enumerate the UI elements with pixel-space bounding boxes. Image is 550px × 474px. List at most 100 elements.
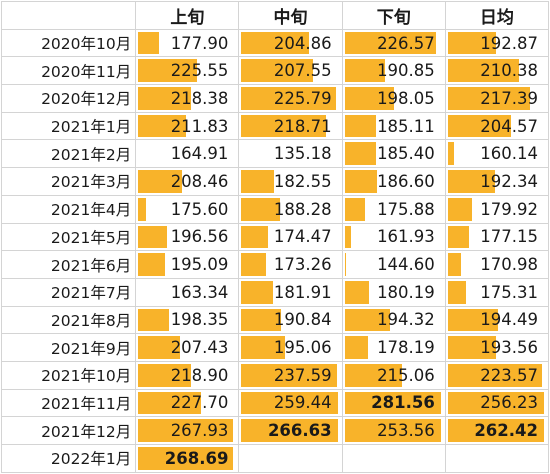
row-label-cell[interactable]: 2020年11月 — [0, 56, 137, 86]
value-cell[interactable]: 253.56 — [341, 416, 446, 445]
value-cell[interactable]: 266.63 — [238, 416, 343, 445]
value-cell[interactable]: 281.56 — [341, 388, 446, 418]
row-label-cell[interactable]: 2022年1月 — [0, 444, 137, 473]
value-cell[interactable]: 204.86 — [238, 28, 343, 58]
value-cell[interactable]: 193.56 — [444, 333, 550, 362]
value-cell[interactable]: 211.83 — [135, 111, 240, 141]
value-cell[interactable]: 177.90 — [135, 28, 240, 58]
value-cell[interactable]: 174.47 — [238, 222, 343, 252]
value-cell[interactable]: 192.34 — [444, 167, 550, 196]
column-header-mid[interactable]: 中旬 — [238, 1, 343, 30]
value-cell[interactable]: 226.57 — [341, 28, 446, 58]
value-cell[interactable]: 175.60 — [135, 194, 240, 224]
value-cell[interactable]: 217.39 — [444, 84, 550, 113]
value-cell[interactable]: 188.28 — [238, 194, 343, 224]
value-cell[interactable]: 135.18 — [238, 139, 343, 169]
value-cell[interactable]: 190.84 — [238, 305, 343, 335]
value-cell[interactable]: 180.19 — [341, 277, 446, 307]
data-bar — [241, 170, 275, 193]
cell-value: 256.23 — [480, 393, 538, 413]
value-cell[interactable]: 170.98 — [444, 250, 550, 279]
value-cell[interactable]: 218.90 — [135, 360, 240, 390]
corner-cell[interactable] — [0, 1, 137, 30]
value-cell[interactable]: 207.55 — [238, 56, 343, 86]
value-cell[interactable]: 225.55 — [135, 56, 240, 86]
value-cell[interactable]: 175.88 — [341, 194, 446, 224]
row-label-cell[interactable]: 2021年12月 — [0, 416, 137, 445]
row-label-cell[interactable]: 2021年4月 — [0, 194, 137, 224]
value-cell[interactable]: 182.55 — [238, 167, 343, 196]
cell-value: 259.44 — [273, 393, 332, 413]
row-label-cell[interactable]: 2021年2月 — [0, 139, 137, 169]
value-cell[interactable] — [341, 444, 446, 473]
value-cell[interactable]: 218.38 — [135, 84, 240, 113]
row-label-cell[interactable]: 2021年6月 — [0, 250, 137, 279]
value-cell[interactable]: 210.38 — [444, 56, 550, 86]
value-cell[interactable]: 215.06 — [341, 360, 446, 390]
value-cell[interactable]: 190.85 — [341, 56, 446, 86]
row-label-cell[interactable]: 2021年11月 — [0, 388, 137, 418]
table-row: 2021年3月 208.46 182.55 186.60 192.34 — [0, 167, 550, 196]
cell-value: 253.56 — [377, 421, 435, 441]
value-cell[interactable]: 160.14 — [444, 139, 550, 169]
row-label-cell[interactable]: 2021年8月 — [0, 305, 137, 335]
value-cell[interactable]: 185.40 — [341, 139, 446, 169]
value-cell[interactable]: 198.05 — [341, 84, 446, 113]
data-bar — [447, 31, 496, 55]
value-cell[interactable]: 181.91 — [238, 277, 343, 307]
data-bar — [344, 114, 377, 138]
value-cell[interactable]: 185.11 — [341, 111, 446, 141]
value-cell[interactable]: 177.15 — [444, 222, 550, 252]
value-cell[interactable]: 218.71 — [238, 111, 343, 141]
column-header-daily-avg[interactable]: 日均 — [444, 1, 550, 30]
value-cell[interactable] — [238, 444, 343, 473]
data-bar — [241, 31, 309, 55]
row-label-cell[interactable]: 2020年12月 — [0, 84, 137, 113]
value-cell[interactable]: 237.59 — [238, 360, 343, 390]
column-header-late[interactable]: 下旬 — [341, 1, 446, 30]
value-cell[interactable]: 267.93 — [135, 416, 240, 445]
value-cell[interactable]: 207.43 — [135, 333, 240, 362]
value-cell[interactable]: 194.32 — [341, 305, 446, 335]
value-cell[interactable]: 225.79 — [238, 84, 343, 113]
column-header-early[interactable]: 上旬 — [135, 1, 240, 30]
row-label-cell[interactable]: 2021年10月 — [0, 360, 137, 390]
value-cell[interactable]: 198.35 — [135, 305, 240, 335]
value-cell[interactable]: 192.87 — [444, 28, 550, 58]
value-cell[interactable]: 178.19 — [341, 333, 446, 362]
value-cell[interactable]: 195.06 — [238, 333, 343, 362]
value-cell[interactable]: 262.42 — [444, 416, 550, 445]
value-cell[interactable]: 227.70 — [135, 388, 240, 418]
value-cell[interactable]: 173.26 — [238, 250, 343, 279]
data-bar — [138, 391, 201, 415]
value-cell[interactable]: 175.31 — [444, 277, 550, 307]
cell-value: 181.91 — [273, 282, 332, 302]
row-label-cell[interactable]: 2021年1月 — [0, 111, 137, 141]
value-cell[interactable]: 259.44 — [238, 388, 343, 418]
row-label-cell[interactable]: 2020年10月 — [0, 28, 137, 58]
value-cell[interactable]: 268.69 — [135, 444, 240, 473]
value-cell[interactable]: 161.93 — [341, 222, 446, 252]
value-cell[interactable]: 208.46 — [135, 167, 240, 196]
row-label-cell[interactable]: 2021年9月 — [0, 333, 137, 362]
row-label-cell[interactable]: 2021年7月 — [0, 277, 137, 307]
data-bar — [447, 253, 462, 276]
cell-value: 190.84 — [273, 310, 332, 330]
row-label-cell[interactable]: 2021年3月 — [0, 167, 137, 196]
value-cell[interactable]: 186.60 — [341, 167, 446, 196]
value-cell[interactable] — [444, 444, 550, 473]
value-cell[interactable]: 196.56 — [135, 222, 240, 252]
value-cell[interactable]: 179.92 — [444, 194, 550, 224]
cell-value: 210.38 — [480, 61, 538, 81]
value-cell[interactable]: 256.23 — [444, 388, 550, 418]
value-cell[interactable]: 204.57 — [444, 111, 550, 141]
value-cell[interactable]: 194.49 — [444, 305, 550, 335]
value-cell[interactable]: 195.09 — [135, 250, 240, 279]
value-cell[interactable]: 163.34 — [135, 277, 240, 307]
cell-value: 144.60 — [377, 255, 435, 275]
value-cell[interactable]: 223.57 — [444, 360, 550, 390]
row-label-cell[interactable]: 2021年5月 — [0, 222, 137, 252]
data-bar — [138, 336, 181, 359]
value-cell[interactable]: 164.91 — [135, 139, 240, 169]
value-cell[interactable]: 144.60 — [341, 250, 446, 279]
